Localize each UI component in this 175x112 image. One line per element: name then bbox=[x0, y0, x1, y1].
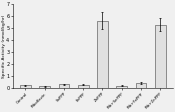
Bar bbox=[117, 86, 127, 88]
Bar bbox=[97, 21, 108, 88]
Bar bbox=[136, 83, 146, 88]
Bar bbox=[20, 85, 31, 88]
Bar bbox=[59, 84, 69, 88]
Bar bbox=[155, 25, 166, 88]
Bar bbox=[78, 85, 89, 88]
Y-axis label: Specific Activity (nmol/kg/hr): Specific Activity (nmol/kg/hr) bbox=[2, 14, 6, 78]
Bar bbox=[39, 86, 50, 88]
